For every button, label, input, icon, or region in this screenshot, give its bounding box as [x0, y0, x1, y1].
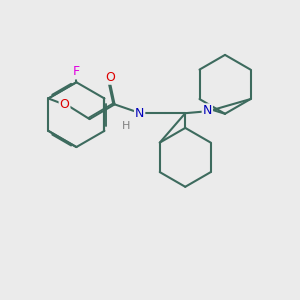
Text: F: F [73, 65, 80, 79]
Text: O: O [60, 98, 70, 111]
Text: N: N [135, 107, 144, 120]
Text: O: O [105, 71, 115, 84]
Text: N: N [203, 104, 212, 117]
Text: H: H [122, 121, 130, 130]
